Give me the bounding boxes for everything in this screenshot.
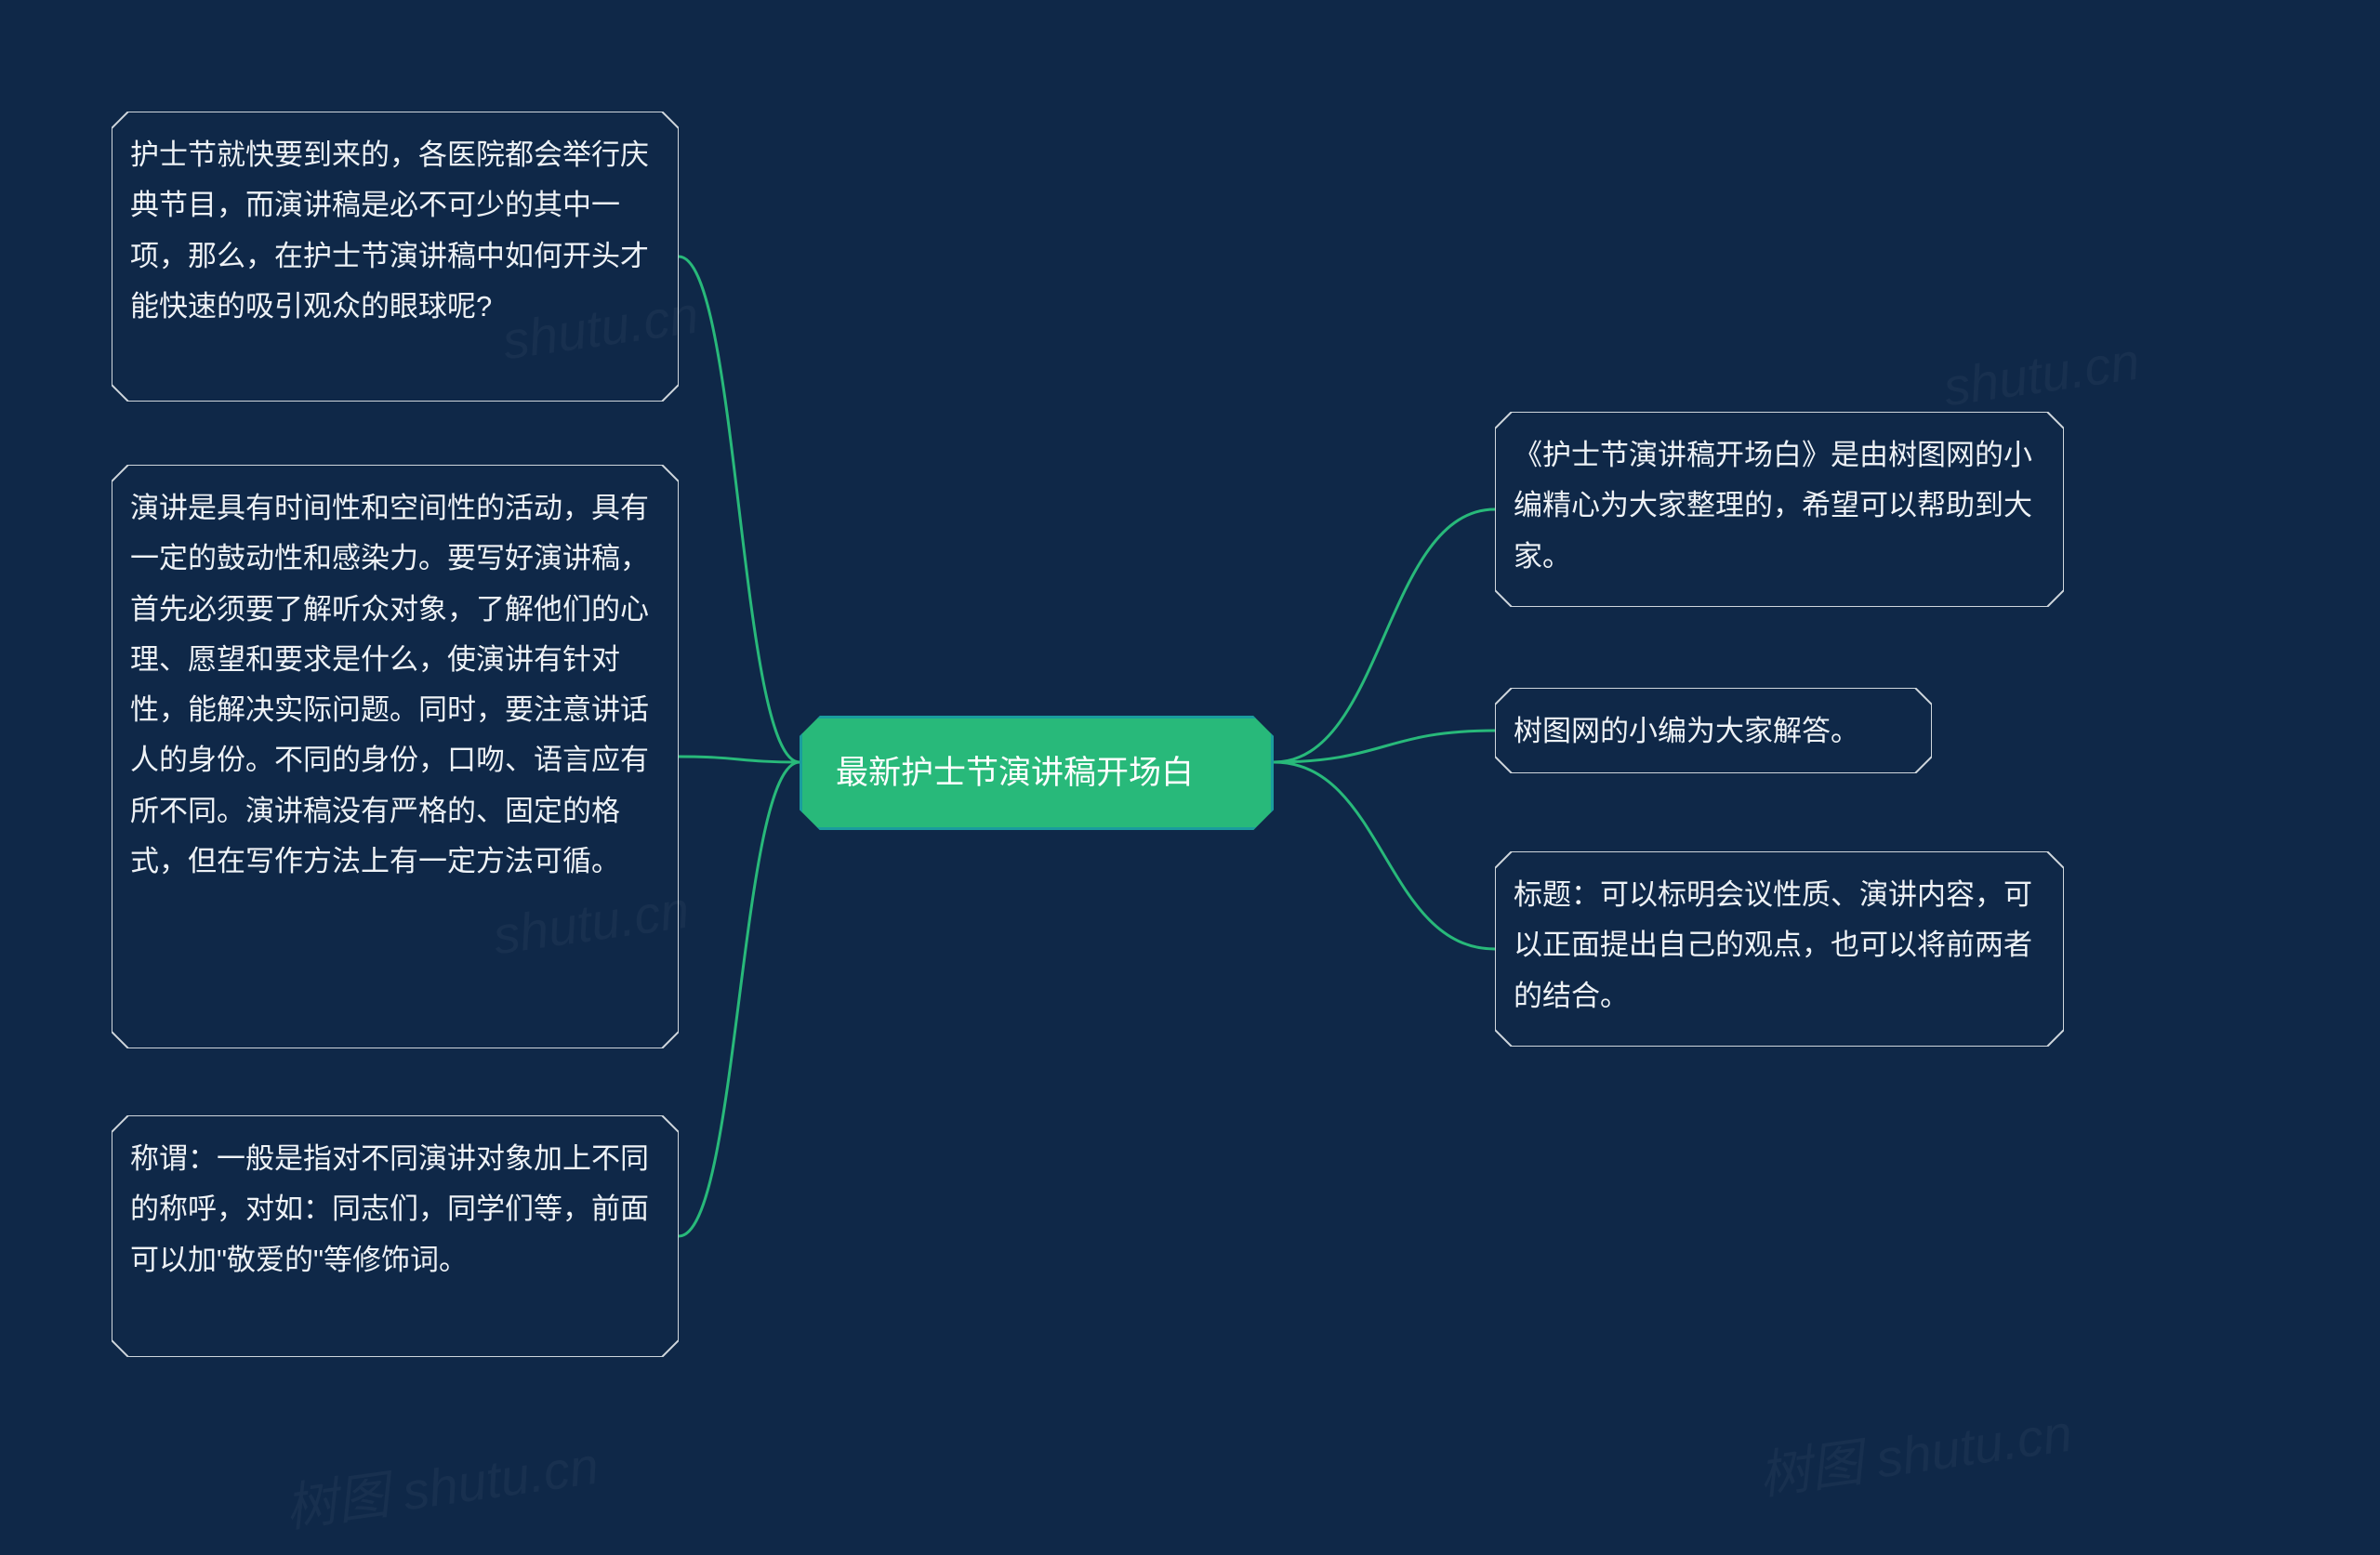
branch-text: 称谓：一般是指对不同演讲对象加上不同的称呼，对如：同志们，同学们等，前面可以加"… <box>130 1142 649 1276</box>
center-topic: 最新护士节演讲稿开场白 <box>800 716 1274 830</box>
branch-node-left-2: 演讲是具有时间性和空间性的活动，具有一定的鼓动性和感染力。要写好演讲稿，首先必须… <box>112 465 679 1048</box>
watermark: shutu.cn <box>1940 331 2144 418</box>
branch-text: 演讲是具有时间性和空间性的活动，具有一定的鼓动性和感染力。要写好演讲稿，首先必须… <box>130 492 649 877</box>
watermark: 树图 shutu.cn <box>1753 1391 2076 1509</box>
branch-text: 标题：可以标明会议性质、演讲内容，可以正面提出自己的观点，也可以将前两者的结合。 <box>1514 878 2032 1012</box>
branch-node-left-3: 称谓：一般是指对不同演讲对象加上不同的称呼，对如：同志们，同学们等，前面可以加"… <box>112 1115 679 1357</box>
mindmap-canvas: 最新护士节演讲稿开场白 护士节就快要到来的，各医院都会举行庆典节目，而演讲稿是必… <box>0 0 2380 1555</box>
branch-text: 护士节就快要到来的，各医院都会举行庆典节目，而演讲稿是必不可少的其中一项，那么，… <box>130 138 649 323</box>
branch-text: 树图网的小编为大家解答。 <box>1514 715 1859 747</box>
branch-text: 《护士节演讲稿开场白》是由树图网的小编精心为大家整理的，希望可以帮助到大家。 <box>1514 439 2032 573</box>
branch-node-right-3: 标题：可以标明会议性质、演讲内容，可以正面提出自己的观点，也可以将前两者的结合。 <box>1495 851 2064 1047</box>
branch-node-right-2: 树图网的小编为大家解答。 <box>1495 688 1932 775</box>
branch-node-right-1: 《护士节演讲稿开场白》是由树图网的小编精心为大家整理的，希望可以帮助到大家。 <box>1495 412 2064 607</box>
watermark: 树图 shutu.cn <box>280 1424 602 1542</box>
branch-node-left-1: 护士节就快要到来的，各医院都会举行庆典节目，而演讲稿是必不可少的其中一项，那么，… <box>112 112 679 402</box>
center-topic-text: 最新护士节演讲稿开场白 <box>836 755 1194 791</box>
